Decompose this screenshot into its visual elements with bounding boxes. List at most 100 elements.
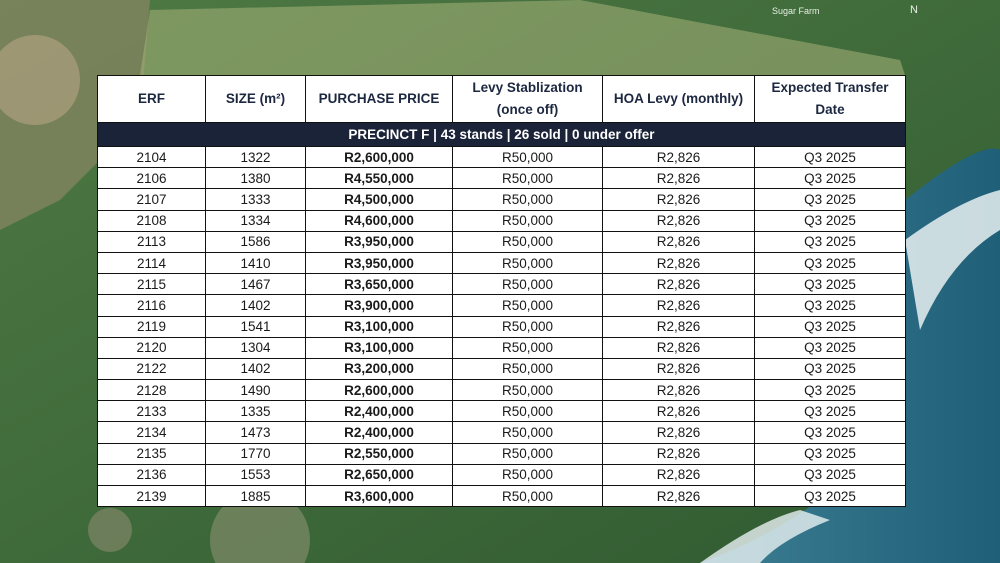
table-cell: Q3 2025: [754, 400, 906, 423]
table-cell: R50,000: [452, 251, 603, 275]
table-row: 2104 1322 R2,600,000 R50,000 R2,826 Q3 2025: [97, 145, 906, 169]
table-cell: R2,826: [602, 167, 755, 190]
column-header: PURCHASE PRICE: [305, 75, 453, 123]
table-cell: R3,650,000: [305, 273, 453, 296]
table-cell: R2,550,000: [305, 442, 453, 465]
table-cell: 2108: [97, 209, 206, 232]
table-cell: R2,400,000: [305, 400, 453, 423]
table-cell: R50,000: [452, 336, 603, 359]
table-cell: R2,826: [602, 145, 755, 169]
table-cell: R2,600,000: [305, 145, 453, 169]
table-cell: Q3 2025: [754, 167, 906, 190]
table-cell: 1335: [205, 400, 306, 423]
column-header: ERF: [97, 75, 206, 123]
table-cell: R2,826: [602, 442, 755, 465]
table-cell: 2106: [97, 167, 206, 190]
table-row: 2128 1490 R2,600,000 R50,000 R2,826 Q3 2025: [97, 379, 906, 402]
table-cell: Q3 2025: [754, 230, 906, 253]
table-row: 2119 1541 R3,100,000 R50,000 R2,826 Q3 2025: [97, 315, 906, 338]
table-cell: R2,826: [602, 484, 755, 508]
table-cell: 1304: [205, 336, 306, 359]
table-cell: R50,000: [452, 294, 603, 317]
table-cell: 2135: [97, 442, 206, 465]
table-cell: R2,826: [602, 421, 755, 444]
table-cell: 2122: [97, 357, 206, 381]
table-cell: 1467: [205, 273, 306, 296]
section-row: PRECINCT F | 43 stands | 26 sold | 0 und…: [97, 122, 906, 147]
table-cell: 2116: [97, 294, 206, 317]
table-cell: R50,000: [452, 167, 603, 190]
table-cell: R50,000: [452, 209, 603, 232]
table-cell: R2,826: [602, 294, 755, 317]
table-cell: R2,826: [602, 209, 755, 232]
table-cell: Q3 2025: [754, 484, 906, 508]
table-cell: R50,000: [452, 357, 603, 381]
header-row: ERF SIZE (m²) PURCHASE PRICE Levy Stablizat…: [97, 75, 906, 123]
table-row: 2135 1770 R2,550,000 R50,000 R2,826 Q3 2025: [97, 442, 906, 465]
table-cell: 2104: [97, 145, 206, 169]
section-title: PRECINCT F | 43 stands | 26 sold | 0 und…: [97, 122, 906, 147]
table-cell: R2,826: [602, 188, 755, 211]
table-cell: R50,000: [452, 230, 603, 253]
table-cell: 2128: [97, 379, 206, 402]
table-cell: Q3 2025: [754, 463, 906, 487]
table-row: 2120 1304 R3,100,000 R50,000 R2,826 Q3 2025: [97, 336, 906, 359]
table-cell: R2,826: [602, 273, 755, 296]
table-cell: Q3 2025: [754, 273, 906, 296]
table-cell: R2,826: [602, 336, 755, 359]
table-cell: R3,950,000: [305, 230, 453, 253]
north-label: N: [910, 4, 918, 16]
table-cell: 1490: [205, 379, 306, 402]
table-cell: Q3 2025: [754, 145, 906, 169]
table-cell: 2119: [97, 315, 206, 338]
table-cell: Q3 2025: [754, 442, 906, 465]
table-cell: 1770: [205, 442, 306, 465]
table-cell: R50,000: [452, 188, 603, 211]
table-cell: R50,000: [452, 484, 603, 508]
table-cell: 2139: [97, 484, 206, 508]
table-cell: 1402: [205, 294, 306, 317]
table-cell: R2,400,000: [305, 421, 453, 444]
table-cell: 2134: [97, 421, 206, 444]
table-cell: 1541: [205, 315, 306, 338]
table-cell: R50,000: [452, 145, 603, 169]
table-cell: R3,950,000: [305, 251, 453, 275]
table-cell: 2133: [97, 400, 206, 423]
table-cell: R2,826: [602, 463, 755, 487]
table-cell: Q3 2025: [754, 251, 906, 275]
table-cell: R2,826: [602, 357, 755, 381]
table-cell: R50,000: [452, 273, 603, 296]
table-cell: Q3 2025: [754, 209, 906, 232]
table-cell: Q3 2025: [754, 357, 906, 381]
table-cell: R3,200,000: [305, 357, 453, 381]
table-cell: Q3 2025: [754, 315, 906, 338]
table-cell: 1410: [205, 251, 306, 275]
table-row: 2107 1333 R4,500,000 R50,000 R2,826 Q3 2025: [97, 188, 906, 211]
table-cell: 1473: [205, 421, 306, 444]
table-row: 2136 1553 R2,650,000 R50,000 R2,826 Q3 2025: [97, 463, 906, 487]
table-row: 2139 1885 R3,600,000 R50,000 R2,826 Q3 2025: [97, 484, 906, 508]
table-cell: 1380: [205, 167, 306, 190]
table-cell: 2107: [97, 188, 206, 211]
table-cell: R50,000: [452, 400, 603, 423]
table-cell: R50,000: [452, 442, 603, 465]
table-cell: R4,600,000: [305, 209, 453, 232]
table-row: 2122 1402 R3,200,000 R50,000 R2,826 Q3 2025: [97, 357, 906, 381]
table-cell: R50,000: [452, 315, 603, 338]
table-cell: 2114: [97, 251, 206, 275]
price-table: ERF SIZE (m²) PURCHASE PRICE Levy Stablizat…: [97, 75, 906, 508]
table-cell: 2115: [97, 273, 206, 296]
table-cell: 2136: [97, 463, 206, 487]
column-header: SIZE (m²): [205, 75, 306, 123]
table-row: 2115 1467 R3,650,000 R50,000 R2,826 Q3 2025: [97, 273, 906, 296]
table-cell: Q3 2025: [754, 188, 906, 211]
table-cell: Q3 2025: [754, 379, 906, 402]
table-row: 2108 1334 R4,600,000 R50,000 R2,826 Q3 2025: [97, 209, 906, 232]
table-row: 2134 1473 R2,400,000 R50,000 R2,826 Q3 2025: [97, 421, 906, 444]
table-cell: 1322: [205, 145, 306, 169]
table-cell: R50,000: [452, 463, 603, 487]
map-label: Sugar Farm: [772, 6, 820, 16]
table-cell: 1553: [205, 463, 306, 487]
table-cell: 1885: [205, 484, 306, 508]
